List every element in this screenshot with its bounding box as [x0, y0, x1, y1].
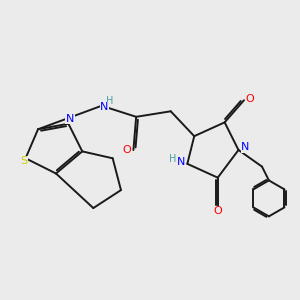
- Text: O: O: [213, 206, 222, 216]
- Text: N: N: [100, 102, 109, 112]
- Text: O: O: [246, 94, 254, 104]
- Text: N: N: [177, 158, 185, 167]
- Text: N: N: [66, 114, 74, 124]
- Text: H: H: [106, 96, 114, 106]
- Text: S: S: [21, 156, 28, 166]
- Text: H: H: [169, 154, 177, 164]
- Text: O: O: [122, 145, 131, 155]
- Text: N: N: [241, 142, 250, 152]
